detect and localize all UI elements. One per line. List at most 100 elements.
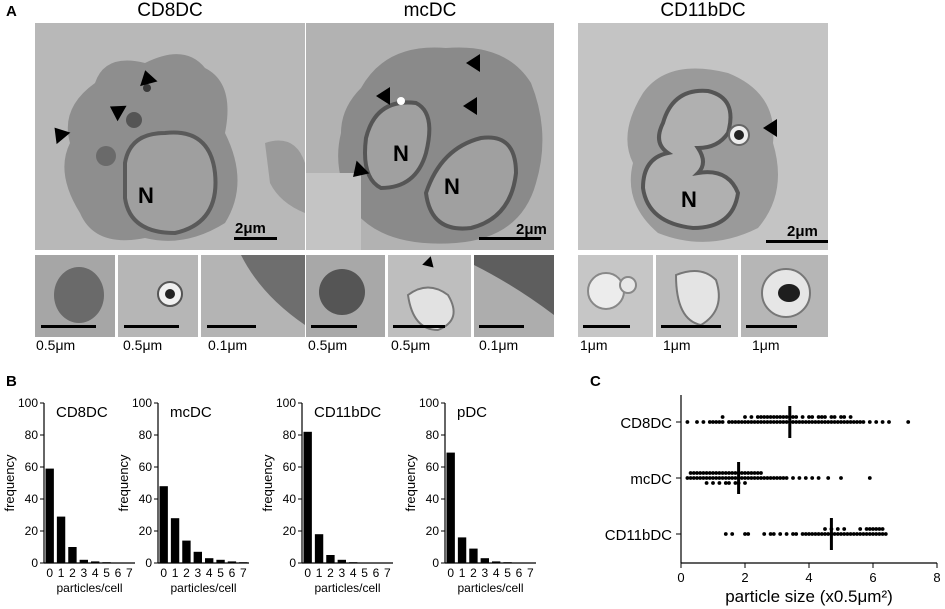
data-point	[848, 532, 853, 536]
data-point	[723, 532, 728, 536]
em-cell-cd8dc	[35, 23, 305, 250]
inset-image	[474, 255, 554, 337]
bar	[170, 518, 180, 563]
data-point	[733, 481, 738, 485]
data-point	[743, 476, 747, 480]
x-tick-label: 1	[172, 566, 179, 580]
data-point	[871, 532, 875, 536]
data-point	[739, 420, 744, 424]
data-point	[730, 420, 735, 424]
x-tick-label: 1	[316, 566, 323, 580]
data-point	[816, 420, 821, 424]
data-point	[727, 471, 731, 475]
bar	[45, 468, 54, 563]
x-tick-label: 6	[373, 566, 380, 580]
inset-image	[388, 255, 471, 337]
inset-image	[578, 255, 653, 337]
data-point	[743, 532, 747, 536]
data-point	[826, 532, 831, 536]
data-point	[730, 471, 735, 475]
y-tick-label: 40	[25, 492, 39, 506]
data-point	[752, 471, 757, 475]
y-axis-label: frequency	[260, 454, 275, 512]
data-point	[835, 527, 840, 531]
x-tick-label: 2	[470, 566, 477, 580]
data-point	[711, 476, 715, 480]
data-point	[685, 476, 690, 480]
scale-label: 2μm	[235, 220, 266, 237]
data-point	[755, 415, 760, 419]
inset-scale-label: 1μm	[580, 337, 608, 353]
data-point	[864, 532, 869, 536]
y-tick-label: 40	[283, 492, 297, 506]
bar	[492, 561, 501, 563]
data-point	[867, 532, 872, 536]
data-point	[723, 471, 728, 475]
x-tick-label: 0	[447, 566, 454, 580]
data-point	[803, 420, 808, 424]
x-tick-label: 5	[504, 566, 511, 580]
data-point	[775, 415, 779, 419]
y-tick-label: 0	[145, 556, 152, 570]
data-point	[775, 420, 779, 424]
data-point	[727, 481, 731, 485]
title-mcdc: mcDC	[403, 0, 457, 21]
x-tick-label: 6	[229, 566, 236, 580]
data-point	[819, 415, 824, 419]
data-point	[867, 476, 872, 480]
y-tick-label: 80	[139, 428, 153, 442]
x-tick-label: 2	[69, 566, 76, 580]
scale-bar	[207, 325, 256, 328]
x-tick-label: 3	[481, 566, 488, 580]
data-point	[810, 532, 815, 536]
data-point	[762, 532, 767, 536]
data-point	[826, 476, 831, 480]
data-point	[813, 420, 818, 424]
data-point	[752, 420, 757, 424]
data-point	[864, 527, 869, 531]
x-tick-label: 4	[92, 566, 99, 580]
data-point	[839, 415, 843, 419]
data-point	[823, 415, 827, 419]
data-point	[839, 532, 843, 536]
data-point	[867, 527, 872, 531]
data-point	[810, 415, 815, 419]
bar	[446, 452, 455, 563]
bar	[56, 516, 66, 563]
data-point	[810, 476, 815, 480]
y-tick-label: 80	[25, 428, 39, 442]
data-point	[727, 476, 731, 480]
inset-image	[306, 255, 385, 337]
data-point	[768, 415, 773, 419]
x-tick-label: 0	[160, 566, 167, 580]
data-point	[704, 481, 709, 485]
data-point	[778, 532, 783, 536]
data-point	[714, 420, 719, 424]
x-tick-label: 6	[869, 570, 876, 585]
data-point	[851, 532, 856, 536]
nucleus-label: N	[393, 141, 409, 166]
inset-scale-label: 0.1μm	[479, 337, 519, 353]
scale-bar	[41, 325, 96, 328]
em-cell-cd11bdc	[578, 23, 828, 250]
inset-scale-label: 1μm	[752, 337, 780, 353]
data-point	[803, 532, 808, 536]
data-point	[816, 476, 821, 480]
data-point	[871, 527, 875, 531]
data-point	[800, 420, 805, 424]
chart-title: CD11bDC	[314, 404, 381, 421]
scale-bar	[479, 237, 541, 240]
series-label: mcDC	[630, 471, 672, 488]
data-point	[691, 476, 696, 480]
data-point	[845, 420, 850, 424]
data-point	[781, 415, 786, 419]
data-point	[698, 476, 703, 480]
data-point	[829, 415, 834, 419]
data-point	[733, 471, 738, 475]
x-tick-label: 5	[217, 566, 224, 580]
data-point	[842, 420, 847, 424]
inset-scale-label: 0.5μm	[36, 337, 76, 353]
panel-letter-c: C	[590, 373, 601, 390]
data-point	[861, 532, 866, 536]
y-tick-label: 0	[31, 556, 38, 570]
